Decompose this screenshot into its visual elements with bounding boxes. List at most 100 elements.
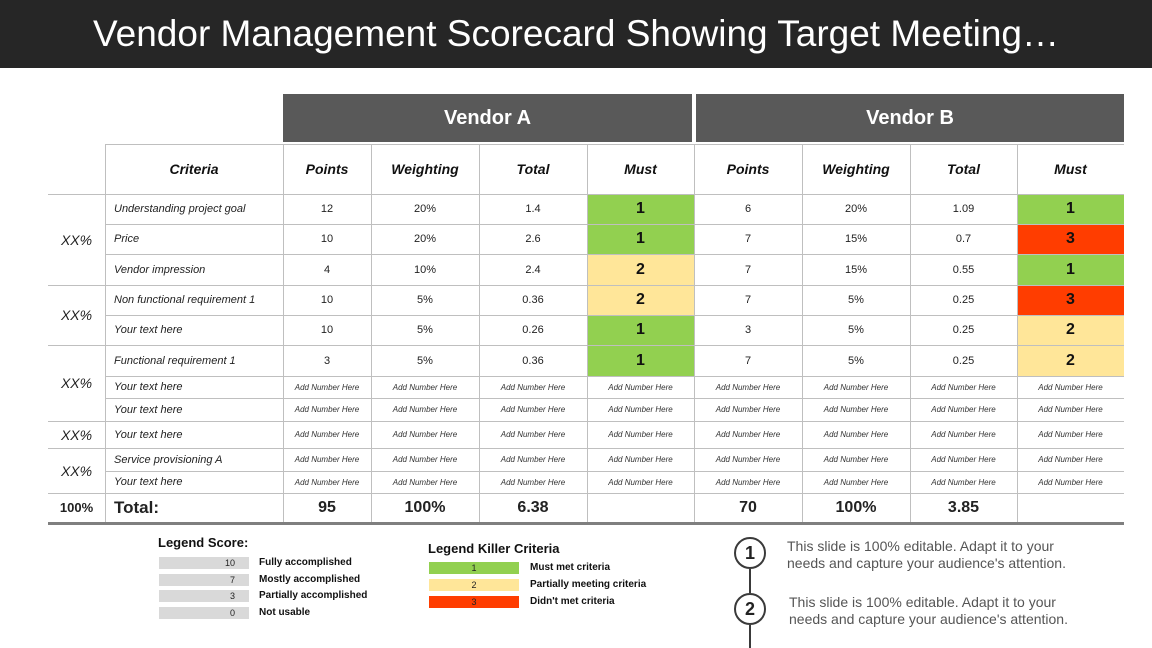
legend-killer-bar: 3 xyxy=(429,596,519,608)
note-text-2: This slide is 100% editable. Adapt it to… xyxy=(789,594,1068,627)
column-header: Must xyxy=(624,161,657,177)
title-bar xyxy=(0,0,1152,68)
vendor-a-cell: 3 xyxy=(323,354,331,367)
vendor-b-cell: 0.25 xyxy=(952,294,975,306)
column-header: Total xyxy=(516,161,550,177)
vendor-b-cell: 5% xyxy=(848,294,864,306)
row-divider xyxy=(105,315,1124,316)
column-header: Must xyxy=(1054,161,1087,177)
criteria-cell: Your text here xyxy=(114,403,183,416)
vendor-b-cell: 1.09 xyxy=(952,203,975,215)
vendor-a-must-cell: 1 xyxy=(587,194,694,224)
vendor-a-cell: 0.26 xyxy=(522,324,544,336)
vendor-a-total-cell: 100% xyxy=(404,498,446,516)
vendor-b-total-cell: 3.85 xyxy=(947,498,980,516)
vendor-b-cell: 0.7 xyxy=(955,233,972,245)
criteria-cell: Your text here xyxy=(114,324,183,336)
placeholder-cell: Add Number Here xyxy=(500,477,566,487)
legend-killer-bar: 2 xyxy=(429,579,519,591)
legend-killer-label: Partially meeting criteria xyxy=(530,579,647,590)
placeholder-cell: Add Number Here xyxy=(500,455,566,464)
vendor-b-must-cell: 2 xyxy=(1017,345,1124,376)
vendor-a-must-cell: 1 xyxy=(587,345,694,376)
legend-score-bar: 10 xyxy=(159,557,249,569)
placeholder-cell: Add Number Here xyxy=(715,477,781,487)
row-divider xyxy=(48,448,1124,449)
vendor-b-cell: 20% xyxy=(844,203,868,215)
vendor-a-cell: 10 xyxy=(320,294,334,306)
vendor-b-cell: 0.25 xyxy=(952,324,975,336)
criteria-cell: Understanding project goal xyxy=(114,203,246,215)
vendor-b-cell: 15% xyxy=(844,263,868,276)
column-divider xyxy=(105,144,106,522)
vendor-b-header: Vendor B xyxy=(696,94,1124,142)
vendor-a-total-cell: 6.38 xyxy=(517,498,549,516)
placeholder-cell: Add Number Here xyxy=(1038,430,1103,439)
group-weight-label: XX% xyxy=(60,462,93,479)
vendor-b-must-cell: 1 xyxy=(1017,254,1124,285)
step-2-circle: 2 xyxy=(734,593,766,625)
placeholder-cell: Add Number Here xyxy=(608,430,673,439)
vendor-a-must-cell: 1 xyxy=(587,224,694,254)
column-divider xyxy=(1017,144,1018,522)
vendor-b-must-cell: 3 xyxy=(1017,285,1124,315)
placeholder-cell: Add Number Here xyxy=(1038,405,1103,414)
vendor-b-cell: 7 xyxy=(744,294,752,306)
vendor-a-cell: 10 xyxy=(320,324,334,336)
placeholder-cell: Add Number Here xyxy=(1038,455,1103,464)
column-header: Total xyxy=(947,161,980,177)
column-divider xyxy=(371,144,372,522)
vendor-a-cell: 0.36 xyxy=(522,354,544,367)
vendor-b-must-cell: 1 xyxy=(1017,194,1124,224)
row-divider xyxy=(48,345,1124,346)
vendor-a-must-cell: 2 xyxy=(587,254,694,285)
placeholder-cell: Add Number Here xyxy=(823,477,889,487)
vendor-a-cell: 1.4 xyxy=(525,203,541,215)
legend-score-label: Fully accomplished xyxy=(259,557,352,568)
row-divider xyxy=(48,493,1124,494)
criteria-cell: Price xyxy=(114,233,140,245)
group-weight-label: XX% xyxy=(60,375,93,391)
column-divider xyxy=(479,144,480,522)
placeholder-cell: Add Number Here xyxy=(392,382,458,392)
connector-line xyxy=(749,569,751,593)
legend-killer-label: Must met criteria xyxy=(530,562,611,573)
vendor-b-cell: 0.55 xyxy=(952,263,975,276)
vendor-b-cell: 5% xyxy=(848,324,864,336)
vendor-a-cell: 10 xyxy=(320,233,334,245)
legend-score-label: Mostly accomplished xyxy=(259,573,361,585)
legend-score-bar: 3 xyxy=(159,590,249,602)
connector-line xyxy=(749,625,751,648)
vendor-b-must-cell: 2 xyxy=(1017,315,1124,345)
placeholder-cell: Add Number Here xyxy=(500,382,566,392)
criteria-cell: Your text here xyxy=(114,428,183,441)
row-divider xyxy=(105,224,1124,225)
vendor-a-cell: 5% xyxy=(417,294,433,306)
row-divider xyxy=(105,398,1124,399)
vendor-b-cell: 3 xyxy=(744,324,752,336)
legend-score-title: Legend Score: xyxy=(158,535,249,550)
total-percent: 100% xyxy=(59,500,94,515)
placeholder-cell: Add Number Here xyxy=(1038,382,1103,392)
vendor-a-cell: 5% xyxy=(417,324,433,336)
legend-score-label: Not usable xyxy=(259,606,311,618)
column-header: Criteria xyxy=(169,161,219,177)
column-divider xyxy=(587,144,588,522)
column-divider xyxy=(802,144,803,522)
group-weight-label: XX% xyxy=(60,307,93,323)
column-header: Weighting xyxy=(822,161,890,177)
column-header: Points xyxy=(726,161,770,177)
vendor-a-cell: 20% xyxy=(413,233,437,245)
placeholder-cell: Add Number Here xyxy=(823,455,889,464)
placeholder-cell: Add Number Here xyxy=(823,405,889,414)
placeholder-cell: Add Number Here xyxy=(392,455,458,464)
step-1-circle: 1 xyxy=(734,537,766,569)
column-header: Points xyxy=(305,161,349,177)
row-divider xyxy=(48,421,1124,422)
column-divider xyxy=(283,144,284,522)
vendor-b-total-cell: 100% xyxy=(835,498,877,516)
vendor-b-total-cell xyxy=(1017,493,1124,522)
placeholder-cell: Add Number Here xyxy=(715,430,781,439)
criteria-cell: Your text here xyxy=(114,381,183,393)
